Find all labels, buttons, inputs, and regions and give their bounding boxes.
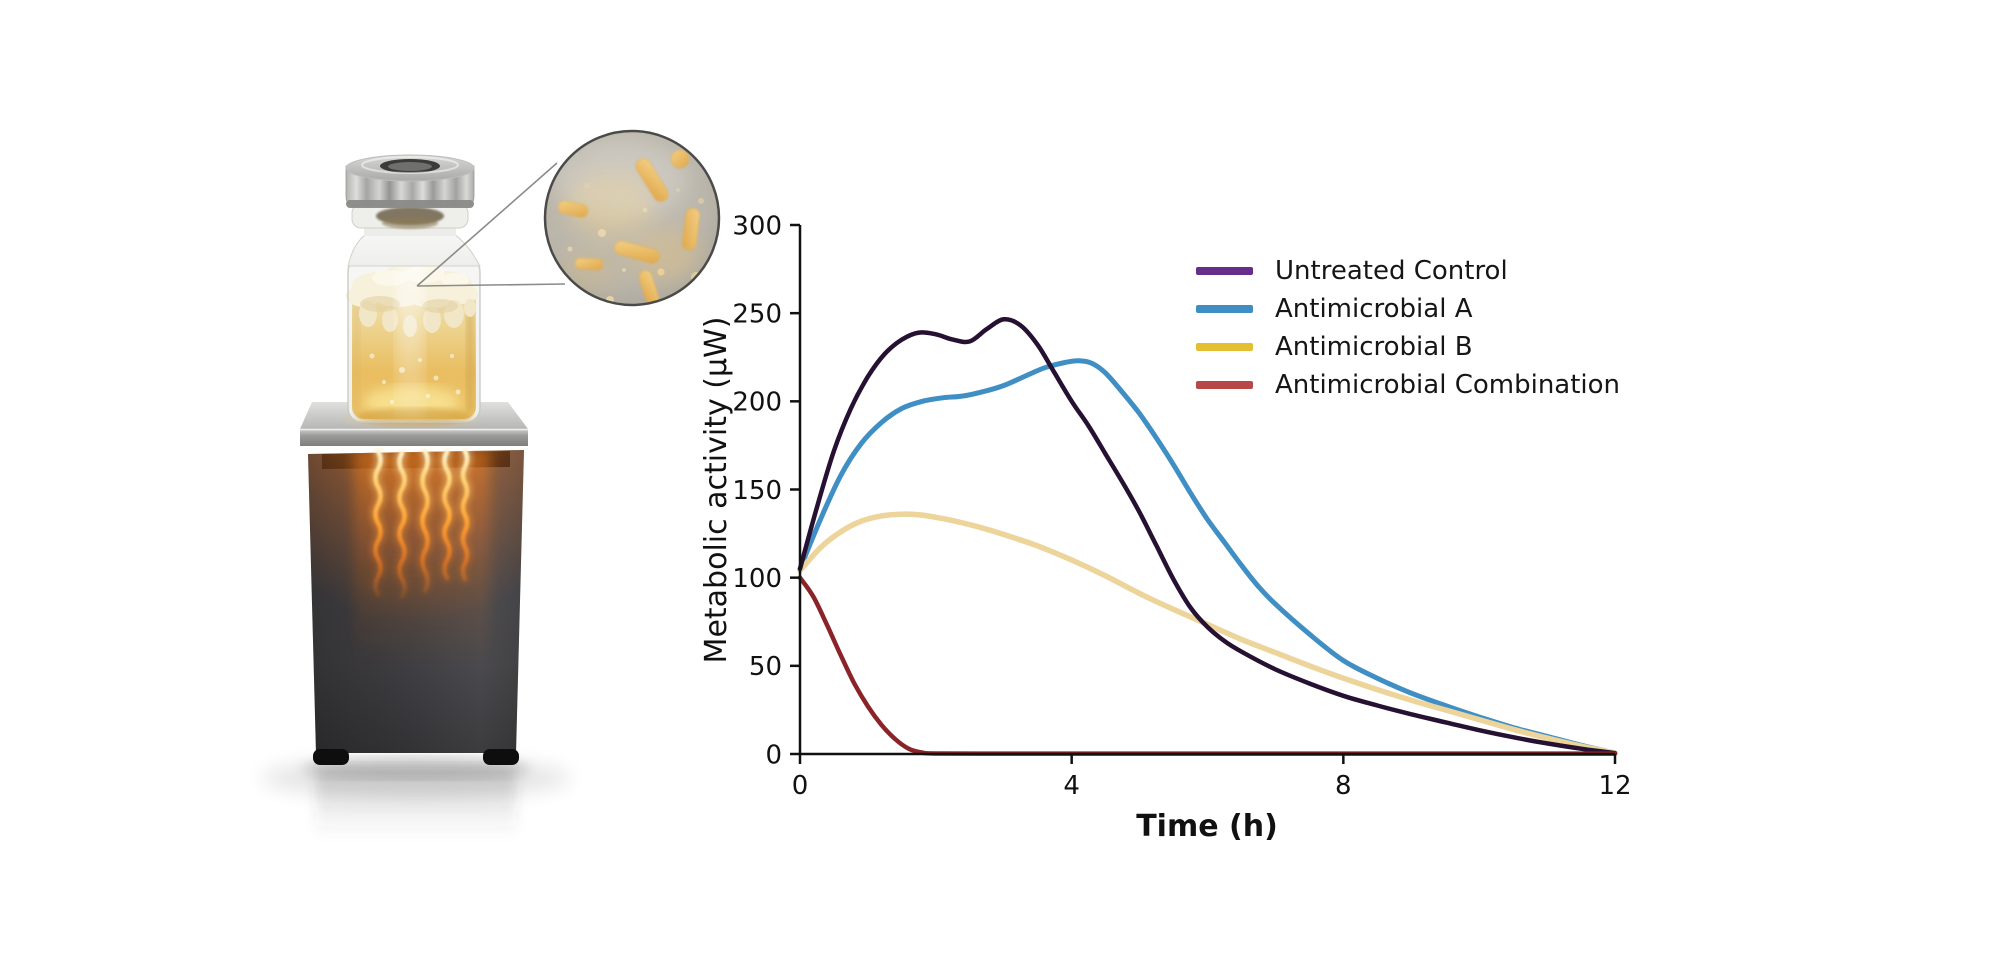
legend-item: Untreated Control: [1196, 252, 1620, 290]
curve-untreated-control: [797, 316, 1618, 756]
y-tick-label: 250: [732, 300, 782, 330]
metabolic-activity-chart: 0 50 100 150 200 250 300 0 4 8 12 Time (h) Metabol…: [699, 211, 1632, 844]
vial-calorimeter-illustration: [261, 129, 721, 838]
legend-swatch-antimicrobial-a: [1196, 305, 1253, 313]
x-axis-label: Time (h): [1136, 809, 1278, 844]
legend-item: Antimicrobial Combination: [1196, 366, 1620, 404]
bacteria-rod: [574, 257, 604, 271]
legend-label: Antimicrobial A: [1275, 294, 1473, 324]
filament: [442, 449, 452, 581]
vial-neck: [364, 226, 456, 236]
culture-vial: [345, 154, 481, 426]
bacteria-rod: [681, 207, 701, 251]
legend-swatch-untreated-control: [1196, 267, 1253, 275]
block-foot: [483, 749, 519, 765]
filament: [397, 450, 407, 600]
y-tick-label: 150: [732, 476, 782, 506]
bacteria-rod: [614, 240, 660, 264]
bacteria-rod: [557, 200, 589, 218]
y-tick-label: 200: [732, 388, 782, 418]
block-foot: [313, 749, 349, 765]
bacteria-rod: [638, 270, 660, 305]
y-tick-label: 300: [732, 211, 782, 241]
magnifier-callout-lines: [416, 162, 566, 287]
bacteria-rod: [635, 158, 669, 202]
heating-filaments: [370, 445, 473, 603]
x-tick-label: 4: [1063, 771, 1080, 801]
magnifier-rim: [543, 129, 721, 307]
y-axis-label: Metabolic activity (μW): [699, 317, 734, 664]
legend-label: Antimicrobial Combination: [1275, 370, 1621, 400]
legend-label: Untreated Control: [1275, 256, 1508, 286]
crimp-cap: [345, 154, 475, 208]
magnifier-inset: [543, 129, 721, 307]
y-tick-label: 100: [732, 564, 782, 594]
bacteria-rod: [670, 149, 690, 169]
legend-swatch-antimicrobial-b: [1196, 343, 1253, 351]
y-tick-label: 50: [749, 652, 782, 682]
filament: [373, 448, 383, 598]
x-tick-label: 12: [1598, 771, 1631, 801]
curve-antimicrobial-combination: [797, 575, 1618, 756]
chart-legend: Untreated Control Antimicrobial A Antimi…: [1196, 252, 1620, 404]
x-tick-label: 8: [1335, 771, 1352, 801]
legend-label: Antimicrobial B: [1275, 332, 1473, 362]
legend-item: Antimicrobial B: [1196, 328, 1620, 366]
legend-item: Antimicrobial A: [1196, 290, 1620, 328]
x-tick-label: 0: [792, 771, 809, 801]
curve-antimicrobial-b: [797, 511, 1618, 756]
legend-swatch-antimicrobial-combination: [1196, 381, 1253, 389]
filament: [460, 448, 470, 582]
floor-shadow: [261, 757, 571, 838]
y-tick-label: 0: [765, 740, 782, 770]
filament: [420, 448, 430, 594]
curve-antimicrobial-a: [797, 358, 1618, 756]
